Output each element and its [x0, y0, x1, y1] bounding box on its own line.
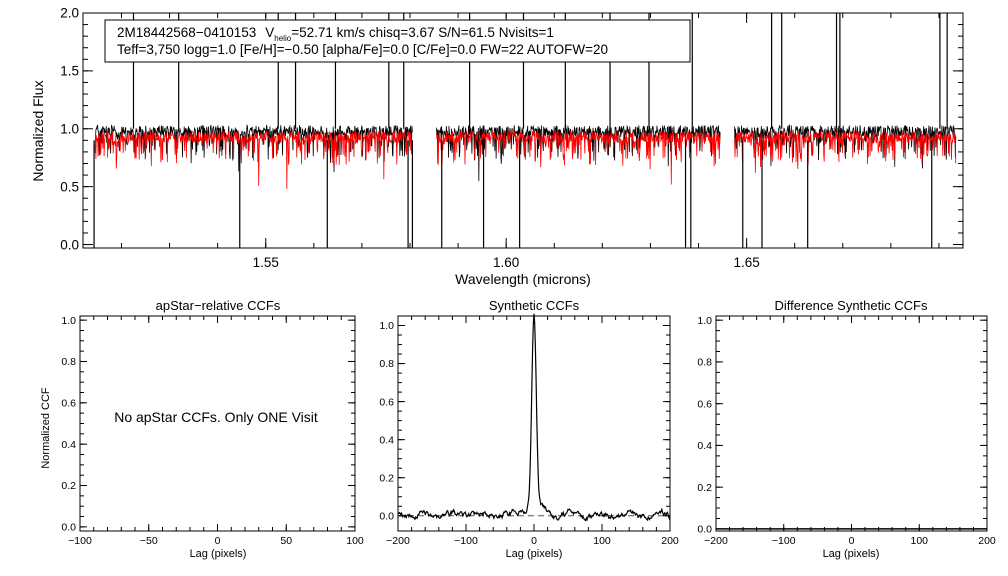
synthetic-ccf-trace: [397, 313, 671, 522]
x-tick-label: 0: [215, 535, 221, 547]
spectrum-model-chip-trace: [734, 129, 957, 173]
y-tick-label: 0.0: [697, 524, 712, 536]
y-tick-label: 1.0: [697, 315, 712, 327]
y-tick-label: 0.4: [61, 439, 76, 451]
synthetic-panel-title: Synthetic CCFs: [489, 298, 580, 313]
annotation-v-symbol: V: [265, 25, 274, 40]
spectrum-x-axis-label: Wavelength (microns): [455, 271, 591, 287]
spectrum-frame: [82, 12, 964, 249]
spectrum-annotation-box: 2M18442568−0410153 Vhelio=52.71 km/s chis…: [104, 19, 691, 63]
annotation-v-subscript: helio: [274, 34, 291, 43]
apstar-no-ccf-message: No apStar CCFs. Only ONE Visit: [114, 409, 318, 425]
x-tick-label: 200: [978, 535, 996, 547]
spectrum-observed-chip-trace: [734, 124, 957, 169]
y-tick-label: 0.8: [61, 356, 76, 368]
y-tick-label: 0.0: [61, 522, 76, 534]
annotation-object-id: 2M18442568−0410153: [117, 25, 256, 40]
spectrum-ticks: 1.55 1.60 1.65 0.0 0.5 1.0 1.5 2.0: [60, 6, 963, 270]
y-tick-label: 0.2: [379, 472, 394, 484]
y-tick-label: 0.2: [61, 480, 76, 492]
difference-ccf-panel: Difference Synthetic CCFs −200 −100 0 100 20…: [697, 298, 996, 560]
apstar-x-axis-label: Lag (pixels): [190, 548, 247, 560]
difference-ticks: −200 −100 0 100 200 0.0 0.2 0.4 0.6 0.8 1.0: [697, 315, 996, 547]
x-tick-label: 0: [531, 535, 537, 547]
x-tick-label: 200: [661, 535, 679, 547]
y-tick-label: 0.6: [379, 396, 394, 408]
y-tick-label: 1.0: [60, 121, 79, 136]
difference-panel-title: Difference Synthetic CCFs: [775, 298, 928, 313]
x-tick-label: 50: [280, 535, 292, 547]
spectrum-panel: 1.55 1.60 1.65 0.0 0.5 1.0 1.5 2.0 2M18442568−0…: [30, 6, 964, 287]
apstar-panel-title: apStar−relative CCFs: [156, 298, 281, 313]
x-tick-label: −100: [68, 535, 92, 547]
y-tick-label: 0.0: [379, 510, 394, 522]
y-tick-label: 0.0: [60, 237, 79, 252]
x-tick-label: 100: [346, 535, 364, 547]
x-tick-label: 1.55: [253, 255, 279, 270]
annotation-line2: Teff=3,750 logg=1.0 [Fe/H]=−0.50 [alpha/…: [117, 42, 608, 57]
y-tick-label: 2.0: [60, 6, 79, 21]
y-tick-label: 0.5: [60, 179, 79, 194]
x-tick-label: 1.65: [733, 255, 759, 270]
x-tick-label: 100: [593, 535, 611, 547]
y-tick-label: 0.4: [697, 440, 712, 452]
y-tick-label: 0.8: [379, 358, 394, 370]
spectrum-model-chip-trace: [436, 130, 721, 185]
apstar-y-axis-label: Normalized CCF: [40, 387, 52, 469]
apstar-ticks: −100 −50 0 50 100 0.0 0.2 0.4 0.6 0.8 1.0: [61, 315, 364, 547]
difference-frame: [715, 315, 988, 532]
synthetic-ticks: −200 −100 0 100 200 0.0 0.2 0.4 0.6 0.8 1.0: [379, 315, 679, 547]
x-tick-label: −100: [454, 535, 478, 547]
y-tick-label: 0.8: [697, 357, 712, 369]
synthetic-ccf-panel: Synthetic CCFs −200 −100 0 100 200 0.0 0.2 0.4 0…: [379, 298, 679, 560]
y-tick-label: 0.2: [697, 482, 712, 494]
spectrum-model-chip-trace: [94, 129, 413, 189]
synthetic-ccf-line: [397, 313, 671, 522]
x-tick-label: −100: [772, 535, 796, 547]
x-tick-label: −50: [140, 535, 158, 547]
y-tick-label: 0.6: [697, 398, 712, 410]
annotation-line1-stats: =52.71 km/s chisq=3.67 S/N=61.5 Nvisits=…: [291, 25, 554, 40]
synthetic-frame: [397, 315, 671, 532]
spectrum-y-axis-label: Normalized Flux: [30, 80, 46, 181]
difference-x-axis-label: Lag (pixels): [823, 548, 880, 560]
x-tick-label: 1.60: [493, 255, 519, 270]
synthetic-x-axis-label: Lag (pixels): [506, 548, 563, 560]
x-tick-label: 100: [910, 535, 928, 547]
y-tick-label: 1.0: [61, 315, 76, 327]
x-tick-label: −200: [704, 535, 728, 547]
apstar-ccf-panel: apStar−relative CCFs −100 −50 0 50 100 0.0 0.2…: [40, 298, 364, 560]
y-tick-label: 1.0: [379, 320, 394, 332]
x-tick-label: 0: [849, 535, 855, 547]
y-tick-label: 0.4: [379, 434, 394, 446]
y-tick-label: 1.5: [60, 64, 79, 79]
x-tick-label: −200: [386, 535, 410, 547]
y-tick-label: 0.6: [61, 398, 76, 410]
